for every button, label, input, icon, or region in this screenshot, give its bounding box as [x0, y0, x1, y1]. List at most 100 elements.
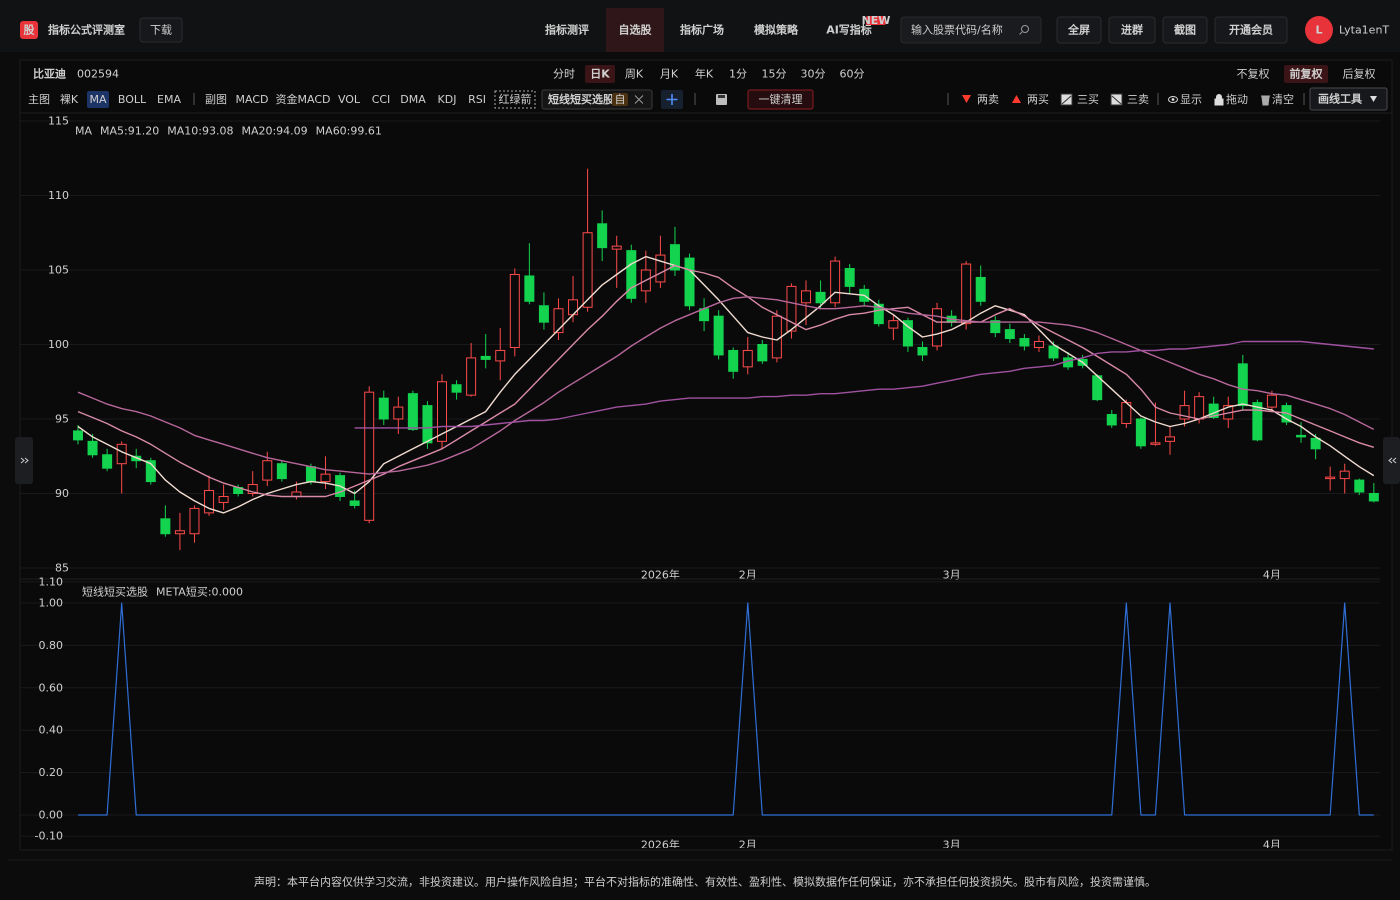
- indicator-tab[interactable]: KDJ: [438, 93, 457, 106]
- avatar[interactable]: [1305, 16, 1333, 44]
- remove-indicator-icon[interactable]: [634, 95, 644, 104]
- new-badge-label: NEW: [862, 14, 891, 27]
- candle-body: [669, 244, 680, 271]
- nav-item[interactable]: 指标广场: [680, 23, 724, 37]
- download-button[interactable]: [139, 17, 183, 43]
- candle-body: [786, 285, 797, 332]
- clear-label[interactable]: 一键清理: [759, 92, 803, 106]
- adjust-tab[interactable]: 不复权: [1237, 67, 1270, 81]
- candle-body: [160, 518, 171, 535]
- search-placeholder[interactable]: 输入股票代码/名称: [911, 23, 1003, 37]
- view-toggle[interactable]: 显示: [1180, 93, 1202, 106]
- candle-body: [393, 406, 404, 420]
- y-tick-label: -0.10: [35, 830, 63, 843]
- header-button[interactable]: [1056, 16, 1102, 44]
- header-button-label[interactable]: 截图: [1174, 23, 1196, 37]
- candle-body: [582, 232, 593, 308]
- period-tab[interactable]: 60分: [840, 68, 865, 81]
- y-tick-label: 105: [48, 264, 69, 277]
- indicator-tab[interactable]: 裸K: [60, 92, 79, 106]
- logo: 股: [24, 24, 36, 37]
- indicator-tab[interactable]: CCI: [372, 93, 391, 106]
- period-tab[interactable]: 15分: [762, 68, 787, 81]
- indicator-tab[interactable]: RSI: [468, 93, 486, 106]
- nav-item[interactable]: 自选股: [619, 23, 653, 37]
- buy-icon: [1012, 95, 1021, 103]
- period-tab[interactable]: 月K: [660, 68, 679, 81]
- candle-body: [611, 245, 622, 250]
- adjust-tab[interactable]: 前复权: [1290, 67, 1324, 81]
- candle-body: [917, 346, 928, 356]
- header-button[interactable]: [1108, 16, 1156, 44]
- candle-body: [1310, 437, 1321, 450]
- candle-body: [757, 344, 768, 362]
- indicator-tab[interactable]: 副图: [205, 93, 227, 106]
- user-name[interactable]: Lyta1enT: [1339, 24, 1389, 37]
- header-button-label[interactable]: 进群: [1121, 23, 1143, 37]
- indicator-tab[interactable]: 红绿箭: [499, 92, 532, 106]
- series-line: [77, 255, 1375, 514]
- y-tick-label: 0.80: [39, 639, 64, 652]
- header-button[interactable]: [1162, 16, 1208, 44]
- candle-body: [480, 355, 491, 360]
- signal-toggle[interactable]: 两买: [1027, 93, 1049, 106]
- indicator-tab[interactable]: MACD: [236, 93, 269, 106]
- period-tab[interactable]: 年K: [695, 67, 714, 81]
- candle-body: [597, 223, 608, 249]
- signal-toggle[interactable]: 三买: [1077, 93, 1099, 106]
- y-tick-label: 110: [48, 189, 69, 202]
- candle-body: [975, 276, 986, 302]
- right-panel-toggle[interactable]: [1383, 437, 1400, 484]
- x-tick-label: 2月: [739, 839, 757, 852]
- view-toggle[interactable]: 拖动: [1226, 92, 1248, 106]
- indicator-tab[interactable]: EMA: [157, 93, 181, 106]
- indicator-tab[interactable]: BOLL: [118, 93, 147, 106]
- search-box[interactable]: [900, 16, 1042, 44]
- header-button[interactable]: [1214, 16, 1288, 44]
- indicator-tab[interactable]: VOL: [338, 93, 361, 106]
- candle-body: [1354, 479, 1365, 493]
- candle-body: [713, 315, 724, 356]
- candle-body: [320, 473, 331, 483]
- y-tick-label: 1.10: [39, 575, 64, 588]
- indicator-tab[interactable]: MA: [89, 93, 106, 106]
- x-tick-label: 2026年: [641, 838, 680, 852]
- period-tab[interactable]: 1分: [729, 68, 747, 81]
- candle-body: [655, 254, 666, 283]
- draw-tools-label[interactable]: 画线工具: [1318, 92, 1362, 106]
- candle-body: [626, 250, 637, 299]
- candle-body: [1106, 414, 1117, 426]
- nav-item[interactable]: 模拟策略: [754, 23, 799, 37]
- nav-item[interactable]: AI写指标: [826, 23, 872, 37]
- period-tab[interactable]: 周K: [625, 68, 644, 81]
- header-button-label[interactable]: 全屏: [1067, 23, 1090, 37]
- header-button-label[interactable]: 开通会员: [1229, 23, 1273, 37]
- indicator-tab[interactable]: 资金MACD: [276, 92, 331, 106]
- period-tab[interactable]: 30分: [801, 68, 826, 81]
- download-label[interactable]: 下载: [150, 24, 172, 37]
- y-tick-label: 0.60: [39, 681, 64, 694]
- draw-tools-button[interactable]: [1309, 87, 1388, 111]
- nav-item[interactable]: 指标测评: [545, 23, 589, 37]
- signal-toggle[interactable]: 两卖: [977, 93, 999, 106]
- avatar-letter[interactable]: L: [1315, 24, 1322, 37]
- candle-body: [902, 320, 913, 347]
- candle-body: [742, 349, 753, 368]
- selected-indicator[interactable]: 短线短买选股: [548, 92, 615, 106]
- add-indicator-icon: [666, 94, 678, 105]
- signal-toggle[interactable]: 三卖: [1127, 93, 1149, 106]
- x-tick-label: 4月: [1263, 569, 1281, 582]
- candle-body: [131, 455, 142, 462]
- candle-body: [145, 460, 156, 483]
- period-tab[interactable]: 日K: [590, 68, 610, 81]
- candle-body: [87, 440, 98, 456]
- indicator-tab[interactable]: 主图: [28, 93, 50, 106]
- view-toggle[interactable]: 清空: [1272, 92, 1294, 106]
- candle-body: [830, 260, 841, 304]
- period-tab[interactable]: 分时: [553, 68, 575, 81]
- indicator-tab[interactable]: DMA: [400, 93, 426, 106]
- clear-button[interactable]: [747, 89, 814, 110]
- candle-body: [1281, 405, 1292, 423]
- adjust-tab[interactable]: 后复权: [1343, 67, 1376, 81]
- dropdown-arrow: [1370, 96, 1377, 102]
